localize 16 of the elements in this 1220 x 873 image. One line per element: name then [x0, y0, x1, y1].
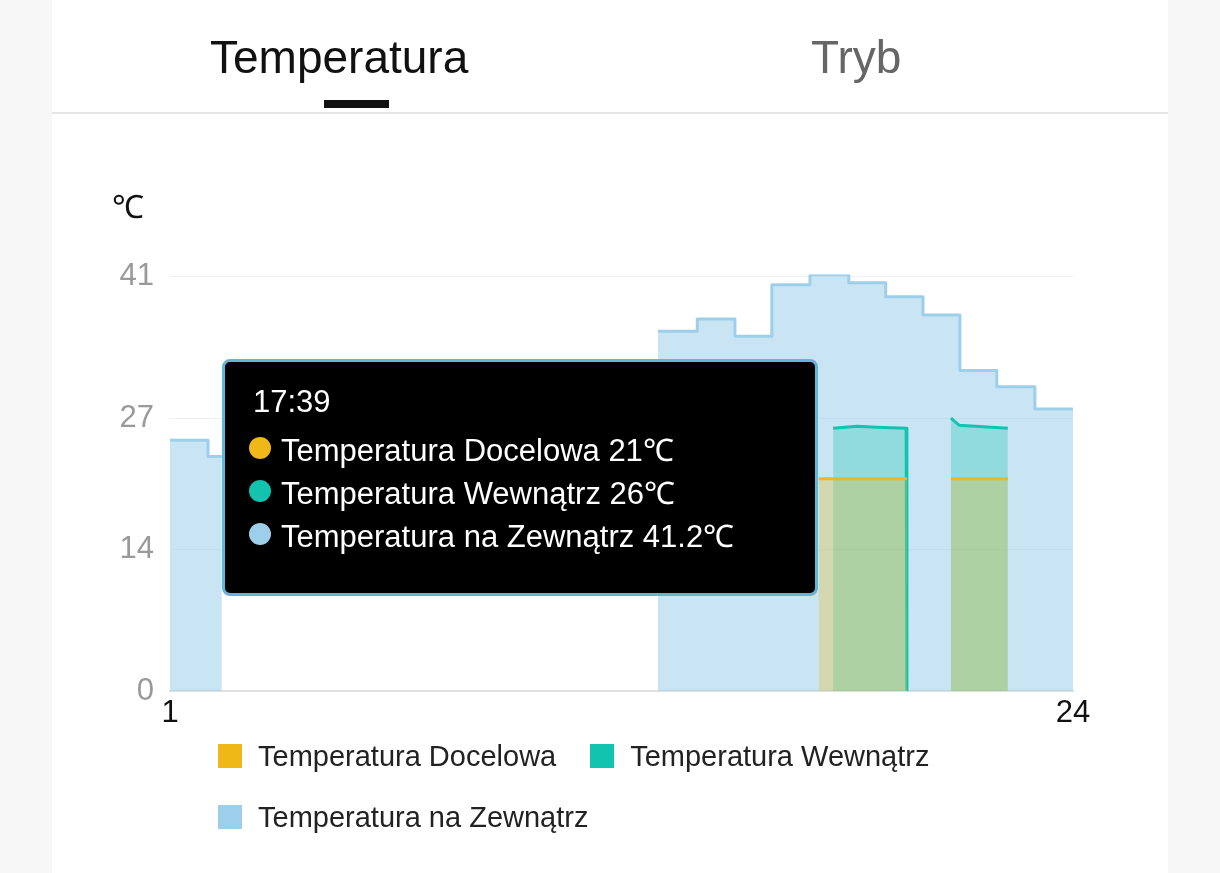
y-tick-label: 27: [119, 398, 154, 434]
annotation: Temperatura na Zewnątrz 41.2℃: [280, 518, 735, 556]
y-axis-title: ℃: [112, 188, 144, 227]
x-tick-label: 24: [1055, 694, 1091, 730]
legend-label: Temperatura Docelowa: [257, 740, 557, 773]
annotation: Temperatura Docelowa 21℃: [280, 432, 674, 470]
x-tick-label: 1: [161, 694, 179, 730]
legend-label: Temperatura Wewnątrz: [629, 740, 930, 773]
y-tick-label: 14: [119, 530, 154, 566]
annotation: Temperatura Wewnątrz 26℃: [280, 475, 675, 513]
y-tick-label: 0: [136, 671, 154, 707]
chart-title: Temperatura: [210, 30, 469, 84]
text: Tryb: [811, 30, 902, 84]
legend-label: Temperatura na Zewnątrz: [257, 801, 589, 834]
annotation: 17:39: [253, 384, 331, 420]
y-tick-label: 41: [119, 257, 154, 293]
